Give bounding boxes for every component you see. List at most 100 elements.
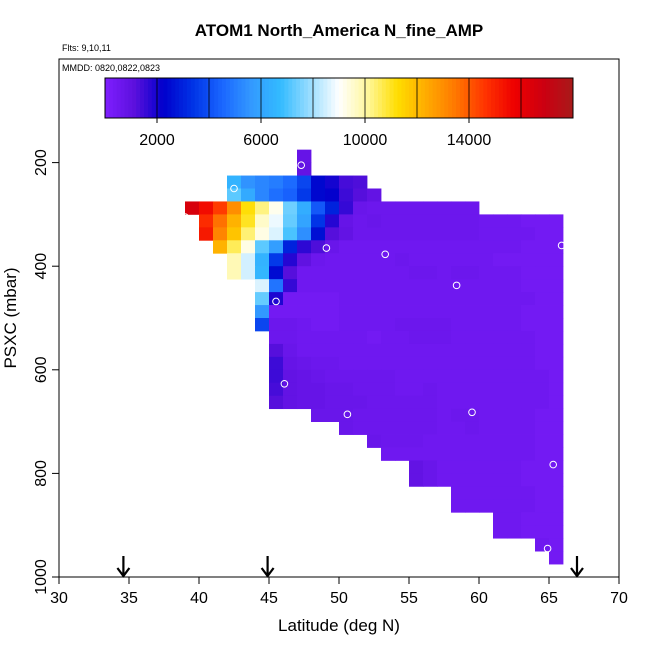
heatmap-cell — [521, 395, 536, 410]
heatmap-cell — [493, 525, 508, 539]
colorbar-segment — [147, 78, 153, 118]
heatmap-cell — [367, 279, 382, 293]
heatmap-cell — [283, 356, 298, 371]
heatmap-cell — [535, 447, 550, 461]
heatmap-cell — [395, 240, 410, 254]
heatmap-cell — [381, 382, 396, 397]
heatmap-cell — [493, 279, 508, 293]
heatmap-cell — [269, 201, 284, 215]
heatmap-cell — [367, 395, 382, 410]
heatmap-cell — [325, 305, 340, 319]
heatmap-cell — [297, 356, 312, 371]
y-tick-label: 1000 — [33, 559, 50, 595]
sample-point — [557, 241, 566, 250]
heatmap-cell — [549, 460, 564, 474]
colorbar-tick-label: 10000 — [343, 132, 388, 149]
heatmap-cell — [269, 356, 284, 371]
heatmap-cell — [339, 240, 354, 254]
heatmap-cell — [241, 266, 256, 280]
sample-point — [343, 410, 352, 419]
colorbar-segment — [346, 78, 352, 118]
heatmap-cell — [465, 201, 480, 215]
heatmap-cell — [367, 305, 382, 319]
heatmap-cell — [465, 214, 480, 228]
heatmap-cell — [507, 253, 522, 267]
heatmap-cell — [269, 330, 284, 345]
heatmap-cell — [353, 201, 368, 215]
x-axis: 30 35 40 45 50 55 60 65 70 — [50, 577, 628, 607]
heatmap-cell — [339, 214, 354, 228]
colorbar-segment — [112, 78, 118, 118]
heatmap-cell — [409, 292, 424, 306]
heatmap-cell — [521, 486, 536, 500]
heatmap-cell — [255, 305, 270, 319]
heatmap-cell — [507, 214, 522, 228]
heatmap-cell — [507, 460, 522, 474]
heatmap-cell — [549, 473, 564, 487]
heatmap-cell — [479, 395, 494, 410]
colorbar-segment — [413, 78, 418, 118]
heatmap-cell — [227, 240, 242, 254]
x-tick-label: 30 — [50, 590, 68, 607]
heatmap-cell — [353, 382, 368, 397]
heatmap-cell — [451, 460, 466, 474]
heatmap-cell — [269, 292, 284, 306]
colorbar-segment — [144, 78, 149, 118]
heatmap-cell — [381, 292, 396, 306]
x-tick-label: 70 — [610, 590, 628, 607]
colorbar-tick-label: 14000 — [447, 132, 492, 149]
heatmap-cell — [297, 395, 312, 410]
heatmap-cell — [409, 318, 424, 332]
heatmap-cell — [213, 240, 228, 254]
sample-point — [297, 161, 306, 169]
heatmap-cell — [297, 188, 312, 202]
dates-label: MMDD: 0820,0822,0823 — [62, 63, 160, 73]
heatmap-cell — [437, 279, 452, 293]
heatmap-cell — [283, 330, 298, 345]
heatmap-cell — [493, 486, 508, 500]
heatmap-cell — [255, 214, 270, 228]
heatmap-cell — [325, 253, 340, 267]
heatmap-cell — [493, 356, 508, 371]
heatmap-cell — [493, 214, 508, 228]
heatmap-cell — [311, 292, 326, 306]
heatmap-cell — [521, 214, 536, 228]
heatmap-cell — [479, 447, 494, 461]
colorbar-segment — [342, 78, 348, 118]
heatmap-cell — [409, 266, 424, 280]
heatmap-cell — [549, 266, 564, 280]
heatmap-cell — [465, 434, 480, 448]
heatmap-cell — [381, 395, 396, 410]
colorbar-segment — [124, 78, 129, 118]
colorbar-segment — [186, 78, 192, 118]
heatmap-cell — [367, 227, 382, 241]
colorbar-segment — [444, 78, 449, 118]
heatmap-cell — [423, 460, 438, 474]
heatmap-cell — [437, 266, 452, 280]
heatmap-cell — [451, 240, 466, 254]
heatmap-cell — [381, 434, 396, 448]
colorbar-segment — [452, 78, 457, 118]
heatmap-cell — [507, 240, 522, 254]
heatmap-cell — [465, 292, 480, 306]
colorbar-tick-label: 6000 — [243, 132, 279, 149]
heatmap-cell — [437, 343, 452, 358]
colorbar-segment — [210, 78, 215, 118]
heatmap-cell — [311, 188, 326, 202]
heatmap-cell — [535, 473, 550, 487]
heatmap-cell — [465, 499, 480, 513]
heatmap-cell — [269, 266, 284, 280]
heatmap-cell — [311, 318, 326, 332]
heatmap-cell — [549, 227, 564, 241]
heatmap-cell — [493, 266, 508, 280]
heatmap-cell — [423, 292, 438, 306]
heatmap-cell — [437, 201, 452, 215]
heatmap-cell — [395, 330, 410, 345]
heatmap-cell — [241, 240, 256, 254]
heatmap-cell — [409, 201, 424, 215]
heatmap-cell — [325, 343, 340, 358]
heatmap-cell — [409, 369, 424, 384]
heatmap-cell — [255, 188, 270, 202]
x-tick-label: 40 — [190, 590, 208, 607]
colorbar-segment — [105, 78, 110, 118]
